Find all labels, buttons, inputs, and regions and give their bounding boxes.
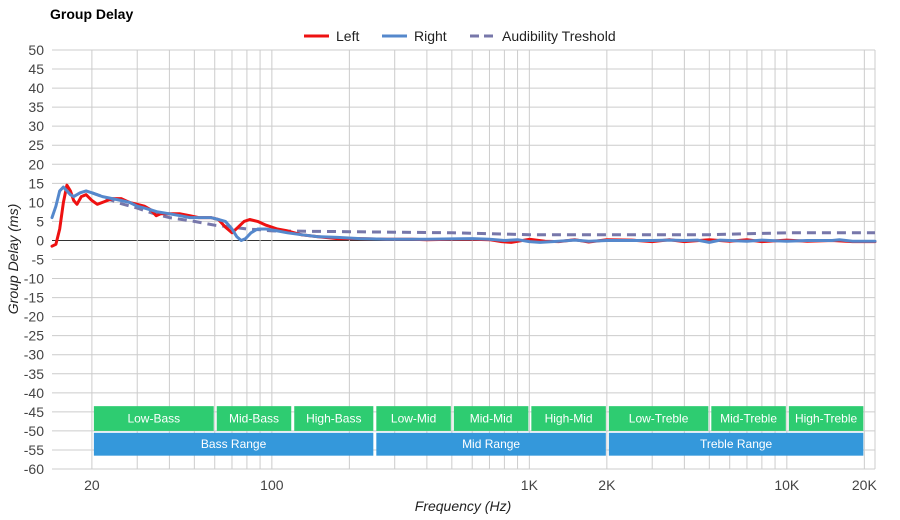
chart-title: Group Delay bbox=[50, 6, 133, 22]
legend-label: Left bbox=[336, 28, 359, 44]
y-tick-label: -35 bbox=[24, 366, 44, 382]
y-tick-label: 45 bbox=[28, 61, 44, 77]
y-tick-label: -30 bbox=[24, 347, 44, 363]
series-line-right bbox=[50, 185, 877, 244]
grid bbox=[52, 49, 876, 470]
range-band-label: Mid-Bass bbox=[229, 412, 279, 426]
y-tick-label: -5 bbox=[32, 252, 45, 268]
x-tick-label: 2K bbox=[598, 477, 616, 493]
legend-label: Audibility Treshold bbox=[502, 28, 616, 44]
range-band-label: Low-Treble bbox=[629, 412, 689, 426]
range-band-label: Bass Range bbox=[201, 437, 267, 451]
y-axis-ticks: 50454035302520151050-5-10-15-20-25-30-35… bbox=[24, 42, 44, 477]
y-tick-label: 5 bbox=[36, 213, 44, 229]
y-tick-label: 0 bbox=[36, 232, 44, 248]
range-bands: Low-Bass Mid-Bass High-Bass Low-Mid Mid-Mid H… bbox=[93, 406, 864, 456]
y-tick-label: 15 bbox=[28, 175, 44, 191]
y-tick-label: 10 bbox=[28, 194, 44, 210]
range-band bbox=[93, 406, 214, 431]
range-band bbox=[711, 406, 786, 431]
y-tick-label: -55 bbox=[24, 442, 44, 458]
range-band bbox=[376, 432, 606, 456]
y-tick-label: -15 bbox=[24, 290, 44, 306]
range-band-label: High-Bass bbox=[306, 412, 361, 426]
y-tick-label: 50 bbox=[28, 42, 44, 58]
range-band-label: Low-Mid bbox=[391, 412, 436, 426]
range-band bbox=[788, 406, 864, 431]
x-tick-label: 20K bbox=[852, 477, 878, 493]
y-tick-label: -40 bbox=[24, 385, 44, 401]
series-line-audibility-treshold bbox=[91, 191, 875, 237]
y-axis-label: Group Delay (ms) bbox=[5, 204, 21, 314]
y-tick-label: -20 bbox=[24, 309, 44, 325]
range-band bbox=[608, 432, 864, 456]
x-tick-label: 100 bbox=[260, 477, 284, 493]
range-band-label: Mid-Treble bbox=[720, 412, 777, 426]
range-band bbox=[608, 406, 709, 431]
range-band bbox=[376, 406, 451, 431]
range-band-label: Low-Bass bbox=[127, 412, 180, 426]
y-tick-label: 35 bbox=[28, 99, 44, 115]
y-tick-label: 20 bbox=[28, 156, 44, 172]
y-tick-label: 25 bbox=[28, 137, 44, 153]
range-band-label: Treble Range bbox=[700, 437, 773, 451]
legend-label: Right bbox=[414, 28, 447, 44]
x-tick-label: 10K bbox=[774, 477, 800, 493]
x-tick-label: 20 bbox=[84, 477, 100, 493]
x-axis-ticks: 20 100 1K 2K 10K 20K bbox=[84, 477, 877, 493]
range-band bbox=[531, 406, 606, 431]
range-band bbox=[294, 406, 374, 431]
y-tick-label: -10 bbox=[24, 271, 44, 287]
range-band-label: Mid Range bbox=[462, 437, 520, 451]
x-tick-label: 1K bbox=[521, 477, 539, 493]
series-lines bbox=[50, 183, 877, 248]
range-band bbox=[93, 432, 374, 456]
y-tick-label: 30 bbox=[28, 118, 44, 134]
y-tick-label: -45 bbox=[24, 404, 44, 420]
y-tick-label: -60 bbox=[24, 461, 44, 477]
y-tick-label: 40 bbox=[28, 80, 44, 96]
range-band bbox=[453, 406, 529, 431]
x-axis-label: Frequency (Hz) bbox=[415, 498, 511, 514]
legend: Left Right Audibility Treshold bbox=[304, 28, 616, 44]
range-band-label: High-Treble bbox=[795, 412, 858, 426]
y-tick-label: -25 bbox=[24, 328, 44, 344]
range-band-label: High-Mid bbox=[545, 412, 593, 426]
range-band bbox=[216, 406, 292, 431]
y-tick-label: -50 bbox=[24, 423, 44, 439]
range-band-label: Mid-Mid bbox=[470, 412, 513, 426]
